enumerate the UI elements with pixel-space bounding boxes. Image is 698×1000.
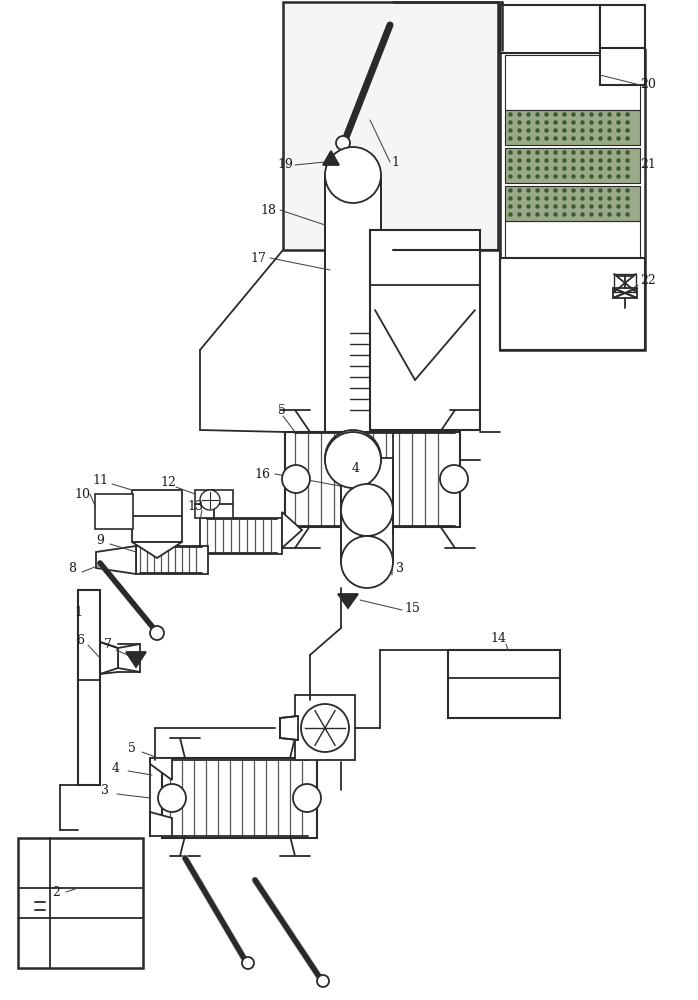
- Text: 1: 1: [74, 605, 82, 618]
- Text: 20: 20: [640, 79, 656, 92]
- Bar: [614, 274, 636, 292]
- Bar: [295, 695, 355, 760]
- Text: 2: 2: [52, 886, 60, 898]
- Circle shape: [325, 432, 381, 488]
- Polygon shape: [132, 542, 182, 558]
- Circle shape: [317, 975, 329, 987]
- Text: 3: 3: [396, 562, 404, 574]
- Text: 19: 19: [277, 158, 293, 172]
- Text: 21: 21: [640, 158, 656, 172]
- Text: 5: 5: [128, 742, 136, 754]
- Bar: [18, 838, 143, 968]
- Text: 5: 5: [278, 403, 286, 416]
- Polygon shape: [280, 716, 298, 740]
- Bar: [78, 590, 100, 785]
- Text: 1: 1: [391, 155, 399, 168]
- Circle shape: [200, 490, 220, 510]
- Bar: [341, 458, 393, 562]
- Text: 8: 8: [68, 562, 76, 574]
- Circle shape: [282, 465, 310, 493]
- Bar: [505, 110, 640, 145]
- Text: 3: 3: [101, 784, 109, 796]
- Bar: [505, 221, 640, 259]
- Text: 4: 4: [352, 462, 360, 475]
- Text: 9: 9: [96, 534, 104, 546]
- Text: 10: 10: [74, 488, 90, 500]
- Bar: [500, 258, 645, 350]
- Bar: [448, 650, 560, 718]
- Circle shape: [325, 430, 381, 486]
- Text: 14: 14: [490, 632, 506, 645]
- Bar: [500, 5, 600, 53]
- Text: 6: 6: [76, 634, 84, 647]
- Circle shape: [293, 784, 321, 812]
- Polygon shape: [96, 546, 136, 574]
- Bar: [136, 546, 208, 574]
- Circle shape: [440, 465, 468, 493]
- Bar: [505, 148, 640, 183]
- Bar: [132, 490, 182, 542]
- Polygon shape: [338, 594, 358, 608]
- Text: 12: 12: [160, 476, 176, 488]
- Text: 16: 16: [254, 468, 270, 481]
- Polygon shape: [150, 758, 172, 780]
- Circle shape: [341, 484, 393, 536]
- Polygon shape: [282, 512, 302, 548]
- Polygon shape: [323, 151, 339, 165]
- Text: 4: 4: [112, 762, 120, 774]
- Polygon shape: [613, 288, 637, 298]
- Text: 15: 15: [404, 601, 420, 614]
- Circle shape: [150, 626, 164, 640]
- Polygon shape: [100, 642, 118, 674]
- Bar: [95, 494, 133, 529]
- Text: 18: 18: [260, 204, 276, 217]
- Bar: [325, 175, 381, 458]
- Polygon shape: [150, 812, 172, 836]
- Text: 17: 17: [250, 251, 266, 264]
- Bar: [195, 490, 233, 518]
- Bar: [505, 55, 640, 110]
- Circle shape: [336, 136, 350, 150]
- Bar: [200, 518, 282, 554]
- Text: 11: 11: [92, 474, 108, 487]
- Circle shape: [242, 957, 254, 969]
- Polygon shape: [118, 644, 140, 672]
- Text: 7: 7: [104, 639, 112, 652]
- Bar: [283, 2, 498, 250]
- Text: 13: 13: [187, 499, 203, 512]
- Circle shape: [341, 536, 393, 588]
- Circle shape: [158, 784, 186, 812]
- Polygon shape: [126, 652, 146, 667]
- Bar: [600, 5, 645, 85]
- Bar: [162, 758, 317, 838]
- Circle shape: [301, 704, 349, 752]
- Bar: [500, 50, 645, 350]
- Bar: [370, 230, 480, 430]
- Circle shape: [325, 147, 381, 203]
- Bar: [505, 186, 640, 221]
- Text: 22: 22: [640, 273, 656, 286]
- Bar: [285, 432, 460, 527]
